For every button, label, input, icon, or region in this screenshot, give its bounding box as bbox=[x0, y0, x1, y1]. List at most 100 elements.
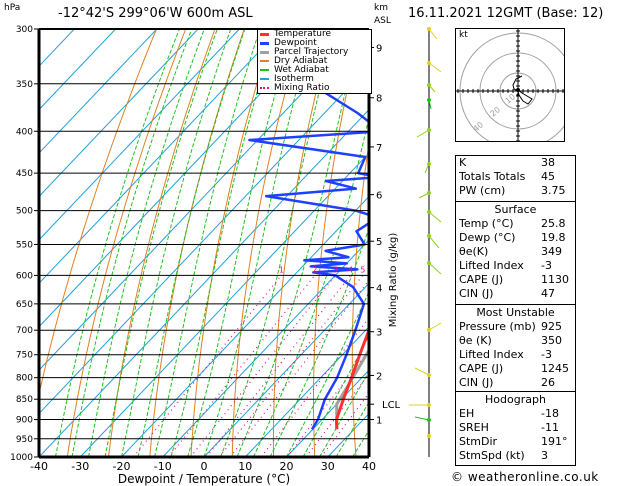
wind-barb-dot bbox=[427, 162, 431, 166]
pressure-tick-label: 1000 bbox=[10, 453, 33, 463]
wet-adiabat-line bbox=[302, 334, 369, 457]
x-tick-label: 20 bbox=[280, 460, 294, 473]
mixing-ratio-line bbox=[229, 279, 369, 457]
legend-item: Wet Adiabat bbox=[258, 66, 371, 75]
dry-adiabat-line bbox=[624, 29, 629, 457]
mixing-ratio-line bbox=[320, 392, 369, 457]
table-row: Temp (°C) 25.8 bbox=[456, 217, 575, 231]
wet-adiabat-line bbox=[319, 370, 369, 457]
wet-adiabat-line bbox=[335, 401, 369, 457]
row-value: 26 bbox=[541, 376, 555, 389]
legend-label: Dewpoint bbox=[274, 38, 317, 48]
table-row: Lifted Index -3 bbox=[456, 348, 575, 362]
isotherm-line bbox=[39, 29, 199, 198]
mixing-ratio-axis-title: Mixing Ratio (g/kg) bbox=[388, 233, 399, 328]
row-label: Lifted Index bbox=[459, 348, 524, 361]
table-row: Lifted Index -3 bbox=[456, 259, 575, 273]
row-value: -18 bbox=[541, 407, 559, 420]
asl-label: ASL bbox=[374, 16, 391, 26]
table-row: θe (K) 350 bbox=[456, 334, 575, 348]
row-label: EH bbox=[459, 407, 475, 420]
mixing-ratio-line bbox=[305, 372, 369, 457]
hodograph-unit-label: kt bbox=[459, 30, 468, 40]
wind-barb bbox=[428, 28, 438, 40]
row-label: CAPE (J) bbox=[459, 362, 504, 375]
legend-label: Dry Adiabat bbox=[274, 56, 328, 66]
row-value: 349 bbox=[541, 245, 562, 258]
table-row: CIN (J) 26 bbox=[456, 376, 575, 390]
isotherm-line bbox=[286, 369, 369, 457]
row-label: Dewp (°C) bbox=[459, 231, 516, 244]
row-label: Lifted Index bbox=[459, 259, 524, 272]
row-label: CIN (J) bbox=[459, 287, 494, 300]
pressure-tick-label: 700 bbox=[16, 326, 33, 336]
mixing-ratio-line bbox=[168, 275, 316, 457]
wind-barb-dot bbox=[427, 98, 431, 102]
pressure-tick-label: 750 bbox=[16, 351, 33, 361]
wind-barb bbox=[428, 62, 442, 73]
hodograph-ring-label: 40 bbox=[472, 120, 486, 133]
wind-barb bbox=[428, 262, 442, 275]
x-tick-label: -30 bbox=[71, 460, 89, 473]
mixing-ratio-label: 4 bbox=[348, 265, 353, 274]
table-row: Dewp (°C) 19.8 bbox=[456, 231, 575, 245]
km-tick-label: 1 bbox=[376, 416, 382, 427]
row-label: CAPE (J) bbox=[459, 273, 504, 286]
km-tick-label: 3 bbox=[376, 328, 382, 339]
table-row: PW (cm) 3.75 bbox=[456, 184, 575, 198]
pressure-tick-label: 500 bbox=[16, 207, 33, 217]
row-label: StmDir bbox=[459, 435, 498, 448]
hodograph-table-title: Hodograph bbox=[485, 393, 546, 406]
row-value: 925 bbox=[541, 320, 562, 333]
row-value: 1130 bbox=[541, 273, 569, 286]
legend-item: Parcel Trajectory bbox=[258, 48, 371, 57]
legend-swatch bbox=[260, 87, 269, 95]
surface-table: Surface Temp (°C) 25.8 Dewp (°C) 19.8 θe(K) 3… bbox=[455, 201, 576, 306]
isotherm-line bbox=[79, 152, 369, 457]
mixing-ratio-label: 5 bbox=[360, 265, 365, 274]
wet-adiabat-line bbox=[137, 29, 246, 457]
legend-item: Mixing Ratio bbox=[258, 84, 371, 93]
wet-adiabat-line bbox=[71, 29, 193, 457]
hodograph-ring-label: 20 bbox=[489, 105, 503, 118]
x-tick-label: 40 bbox=[362, 460, 376, 473]
wind-barb-dot bbox=[427, 234, 431, 238]
dry-adiabat-line bbox=[593, 29, 629, 457]
table-row: EH -18 bbox=[456, 407, 575, 421]
legend-swatch bbox=[260, 78, 269, 80]
table-row: SREH -11 bbox=[456, 421, 575, 435]
pressure-tick-label: 650 bbox=[16, 300, 33, 310]
row-label: StmSpd (kt) bbox=[459, 449, 525, 462]
mixing-ratio-line bbox=[132, 275, 282, 457]
row-value: 25.8 bbox=[541, 217, 566, 230]
legend-label: Mixing Ratio bbox=[274, 83, 330, 93]
legend-label: Isotherm bbox=[274, 74, 314, 84]
x-tick-label: -10 bbox=[154, 460, 172, 473]
legend-swatch bbox=[260, 60, 269, 62]
mixing-ratio-line bbox=[206, 275, 352, 457]
x-tick-label: 10 bbox=[238, 460, 252, 473]
pressure-tick-label: 950 bbox=[16, 435, 33, 445]
km-tick-label: 2 bbox=[376, 371, 382, 382]
wind-barb-dot bbox=[427, 61, 431, 65]
pressure-tick-label: 550 bbox=[16, 240, 33, 250]
row-label: K bbox=[459, 156, 467, 169]
wind-barb bbox=[428, 322, 442, 331]
km-tick-label: 8 bbox=[376, 94, 382, 105]
mixing-ratio-line bbox=[286, 349, 369, 457]
isotherm-line bbox=[39, 29, 75, 67]
wind-barb-dot bbox=[427, 403, 431, 407]
wind-barb-dot bbox=[427, 373, 431, 377]
row-value: -11 bbox=[541, 421, 559, 434]
legend-label: Temperature bbox=[274, 29, 332, 39]
x-tick-label: -20 bbox=[113, 460, 131, 473]
table-row: θe(K) 349 bbox=[456, 245, 575, 259]
legend-swatch bbox=[260, 33, 269, 36]
mixing-ratio-label: 2 bbox=[312, 265, 317, 274]
row-value: 19.8 bbox=[541, 231, 566, 244]
isotherm-line bbox=[39, 29, 323, 328]
wet-adiabat-line bbox=[121, 29, 232, 457]
km-tick-label: 9 bbox=[376, 43, 382, 54]
credit-text: © weatheronline.co.uk bbox=[451, 470, 599, 484]
